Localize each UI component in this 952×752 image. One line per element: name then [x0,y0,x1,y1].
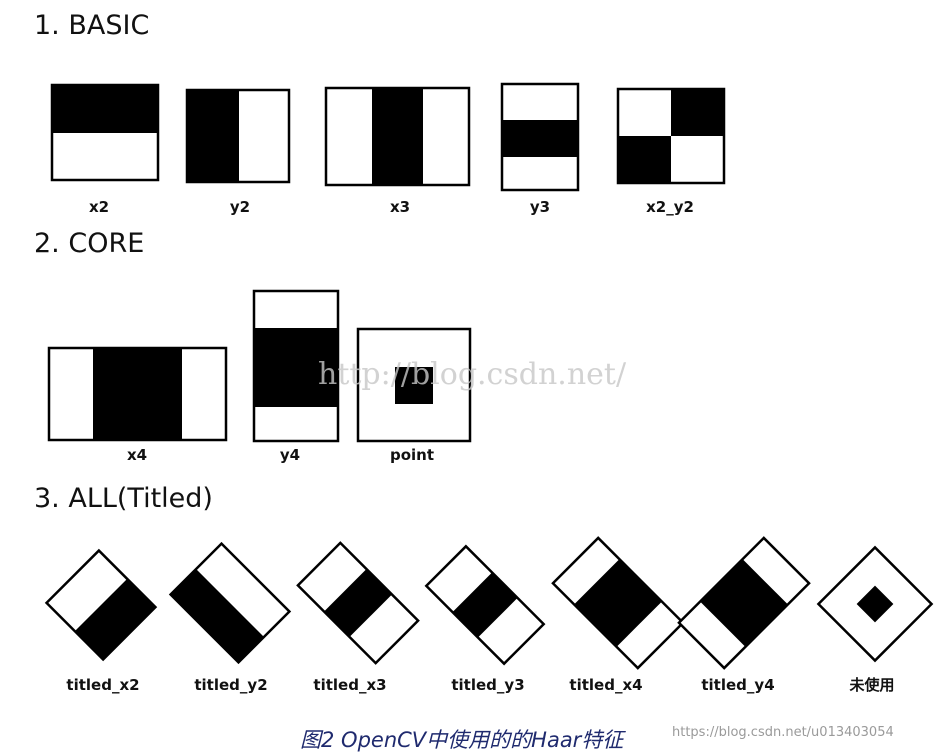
feature-label: y4 [280,446,300,464]
section-title: 3. ALL(Titled) [34,483,213,514]
feature-label: titled_y2 [194,676,267,694]
caption: 图2 OpenCV中使用的的Haar特征 [300,728,626,752]
feature-titled-x3 [296,541,420,665]
feature-label: titled_x4 [569,676,642,694]
feature-label: titled_y3 [451,676,524,694]
feature-x3 [324,86,471,187]
feature-titled-y3 [424,544,546,666]
feature-label: point [390,446,434,464]
feature-label: y3 [530,198,550,216]
caption-watermark: https://blog.csdn.net/u013403054 [672,725,894,740]
feature-unused [816,545,934,663]
feature-label: x2 [89,198,109,216]
section-title: 1. BASIC [34,10,149,41]
feature-label: x3 [390,198,410,216]
feature-label: x4 [127,446,147,464]
feature-titled-x2 [44,548,158,662]
watermark: http://blog.csdn.net/ [318,357,627,392]
feature-titled-y4 [677,536,811,670]
feature-titled-y2 [168,541,292,665]
feature-x2-y2 [616,87,726,185]
feature-label: 未使用 [848,676,894,694]
feature-label: titled_x2 [66,676,139,694]
feature-x4 [47,346,228,442]
feature-label: x2_y2 [646,198,694,216]
feature-y4 [252,289,340,443]
feature-y3 [500,82,580,192]
feature-y2 [185,88,291,184]
feature-label: titled_y4 [701,676,774,694]
feature-x2 [50,83,160,182]
feature-label: titled_x3 [313,676,386,694]
feature-label: y2 [230,198,250,216]
feature-titled-x4 [551,536,685,670]
section-title: 2. CORE [34,228,144,259]
feature-point [356,327,472,443]
